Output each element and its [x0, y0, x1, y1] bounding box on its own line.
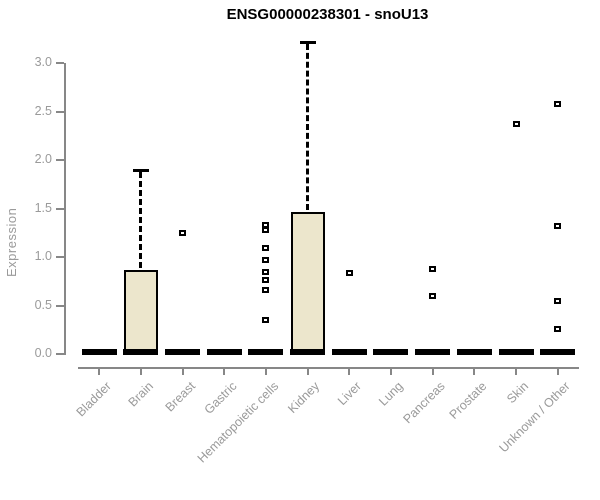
box: [123, 269, 158, 352]
x-category-label: Unknown / Other: [496, 379, 573, 456]
median-line: [331, 349, 367, 355]
outlier-point: [554, 325, 562, 332]
y-tick-label: 0.0: [34, 346, 52, 360]
y-tick: [56, 256, 64, 258]
median-line: [165, 349, 201, 355]
median-line: [456, 349, 492, 355]
y-tick: [56, 353, 64, 355]
outlier-point: [554, 297, 562, 304]
outlier-point: [512, 121, 520, 128]
whisker: [139, 171, 143, 268]
y-tick: [56, 304, 64, 307]
whisker-cap: [132, 168, 149, 172]
y-tick: [56, 207, 64, 210]
x-tick: [98, 369, 101, 375]
x-tick: [556, 369, 559, 375]
median-line: [123, 349, 159, 355]
outlier-point: [262, 245, 270, 252]
x-category-label: Kidney: [285, 379, 323, 416]
x-category-label: Skin: [503, 379, 531, 407]
x-tick: [348, 369, 351, 375]
y-tick-label: 2.5: [34, 103, 52, 118]
whisker-cap: [299, 40, 316, 44]
box: [290, 212, 325, 352]
outlier-point: [429, 265, 437, 272]
x-tick: [431, 369, 434, 375]
median-line: [81, 349, 117, 355]
x-category-label: Breast: [162, 379, 198, 415]
y-tick: [56, 62, 64, 64]
outlier-point: [262, 317, 270, 324]
x-tick: [264, 369, 267, 375]
median-line: [206, 349, 242, 355]
outlier-point: [262, 286, 270, 293]
y-tick-label: 2.0: [34, 152, 52, 166]
outlier-point: [179, 229, 187, 236]
y-tick: [56, 110, 64, 113]
x-category-label: Pancreas: [400, 379, 448, 427]
x-tick: [306, 369, 309, 375]
y-tick-label: 1.0: [34, 249, 52, 263]
x-tick: [139, 369, 142, 375]
outlier-point: [345, 270, 353, 277]
y-axis-line: [64, 63, 66, 355]
median-line: [290, 349, 326, 355]
x-category-label: Liver: [335, 379, 365, 409]
outlier-point: [262, 256, 270, 263]
x-category-label: Hematopoietic cells: [194, 379, 281, 466]
outlier-point: [262, 226, 270, 233]
x-tick: [473, 369, 476, 375]
y-tick-label: 3.0: [34, 55, 52, 69]
outlier-point: [262, 277, 270, 284]
median-line: [373, 349, 409, 355]
x-tick: [389, 369, 392, 375]
x-axis-line: [78, 367, 579, 369]
x-category-label: Lung: [376, 379, 406, 409]
x-tick: [223, 369, 226, 375]
whisker: [306, 43, 310, 211]
outlier-point: [554, 100, 562, 107]
y-tick-label: 1.5: [34, 200, 52, 215]
x-tick: [515, 369, 517, 375]
x-category-label: Brain: [125, 379, 156, 410]
chart-title: ENSG00000238301 - snoU13: [226, 6, 429, 23]
outlier-point: [429, 292, 437, 299]
median-line: [498, 349, 534, 355]
y-tick: [56, 159, 64, 161]
y-tick-label: 0.5: [34, 297, 52, 312]
x-category-label: Bladder: [73, 379, 115, 420]
x-category-label: Gastric: [201, 379, 240, 417]
median-line: [540, 349, 576, 355]
x-category-label: Prostate: [446, 379, 490, 422]
outlier-point: [554, 222, 562, 229]
median-line: [415, 349, 451, 355]
x-tick: [181, 369, 184, 375]
median-line: [248, 349, 284, 355]
outlier-point: [262, 268, 270, 275]
